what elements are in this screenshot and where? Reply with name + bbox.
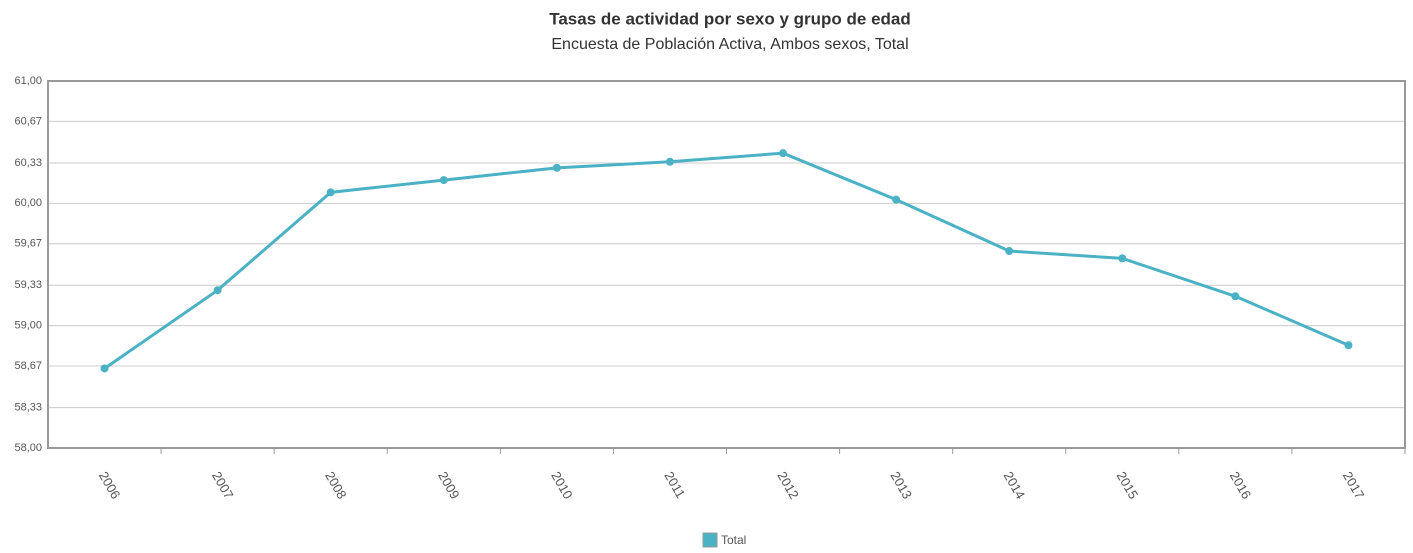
point [439, 176, 448, 185]
y-tick-label: 60,00 [14, 197, 42, 209]
x-tick-label: 2014 [1001, 469, 1028, 502]
point [1118, 254, 1127, 263]
point [779, 149, 788, 158]
y-tick-label: 58,67 [14, 360, 42, 372]
point [1344, 341, 1353, 350]
point [1005, 247, 1014, 256]
chart-subtitle: Encuesta de Población Activa, Ambos sexo… [551, 36, 908, 53]
x-tick-label: 2013 [888, 469, 915, 502]
y-tick-label: 60,67 [14, 115, 42, 127]
x-tick-label: 2015 [1114, 469, 1141, 502]
point [552, 163, 561, 172]
x-tick-label: 2012 [774, 469, 801, 502]
point [213, 286, 222, 295]
y-tick-label: 58,33 [14, 402, 42, 414]
legend-swatch [702, 532, 718, 548]
x-tick-label: 2017 [1340, 469, 1367, 502]
point [665, 157, 674, 166]
x-tick-label: 2010 [548, 469, 575, 502]
x-tick-label: 2006 [96, 469, 123, 502]
y-tick-label: 59,67 [14, 238, 42, 250]
x-tick-label: 2007 [209, 469, 236, 502]
x-tick-label: 2008 [322, 469, 349, 502]
y-tick-label: 61,00 [14, 75, 42, 87]
point [1231, 292, 1240, 301]
y-tick-label: 59,33 [14, 279, 42, 291]
x-tick-label: 2009 [435, 469, 462, 502]
point [326, 188, 335, 197]
y-tick-label: 59,00 [14, 320, 42, 332]
line [103, 151, 1350, 370]
x-tick-label: 2011 [661, 469, 688, 501]
y-tick-label: 58,00 [14, 442, 42, 454]
y-tick-label: 60,33 [14, 157, 42, 169]
point [892, 195, 901, 204]
legend-label: Total [721, 533, 746, 547]
plot-border [47, 80, 1406, 449]
point [100, 364, 109, 373]
x-tick-label: 2016 [1227, 469, 1254, 502]
chart-title: Tasas de actividad por sexo y grupo de e… [549, 9, 911, 28]
